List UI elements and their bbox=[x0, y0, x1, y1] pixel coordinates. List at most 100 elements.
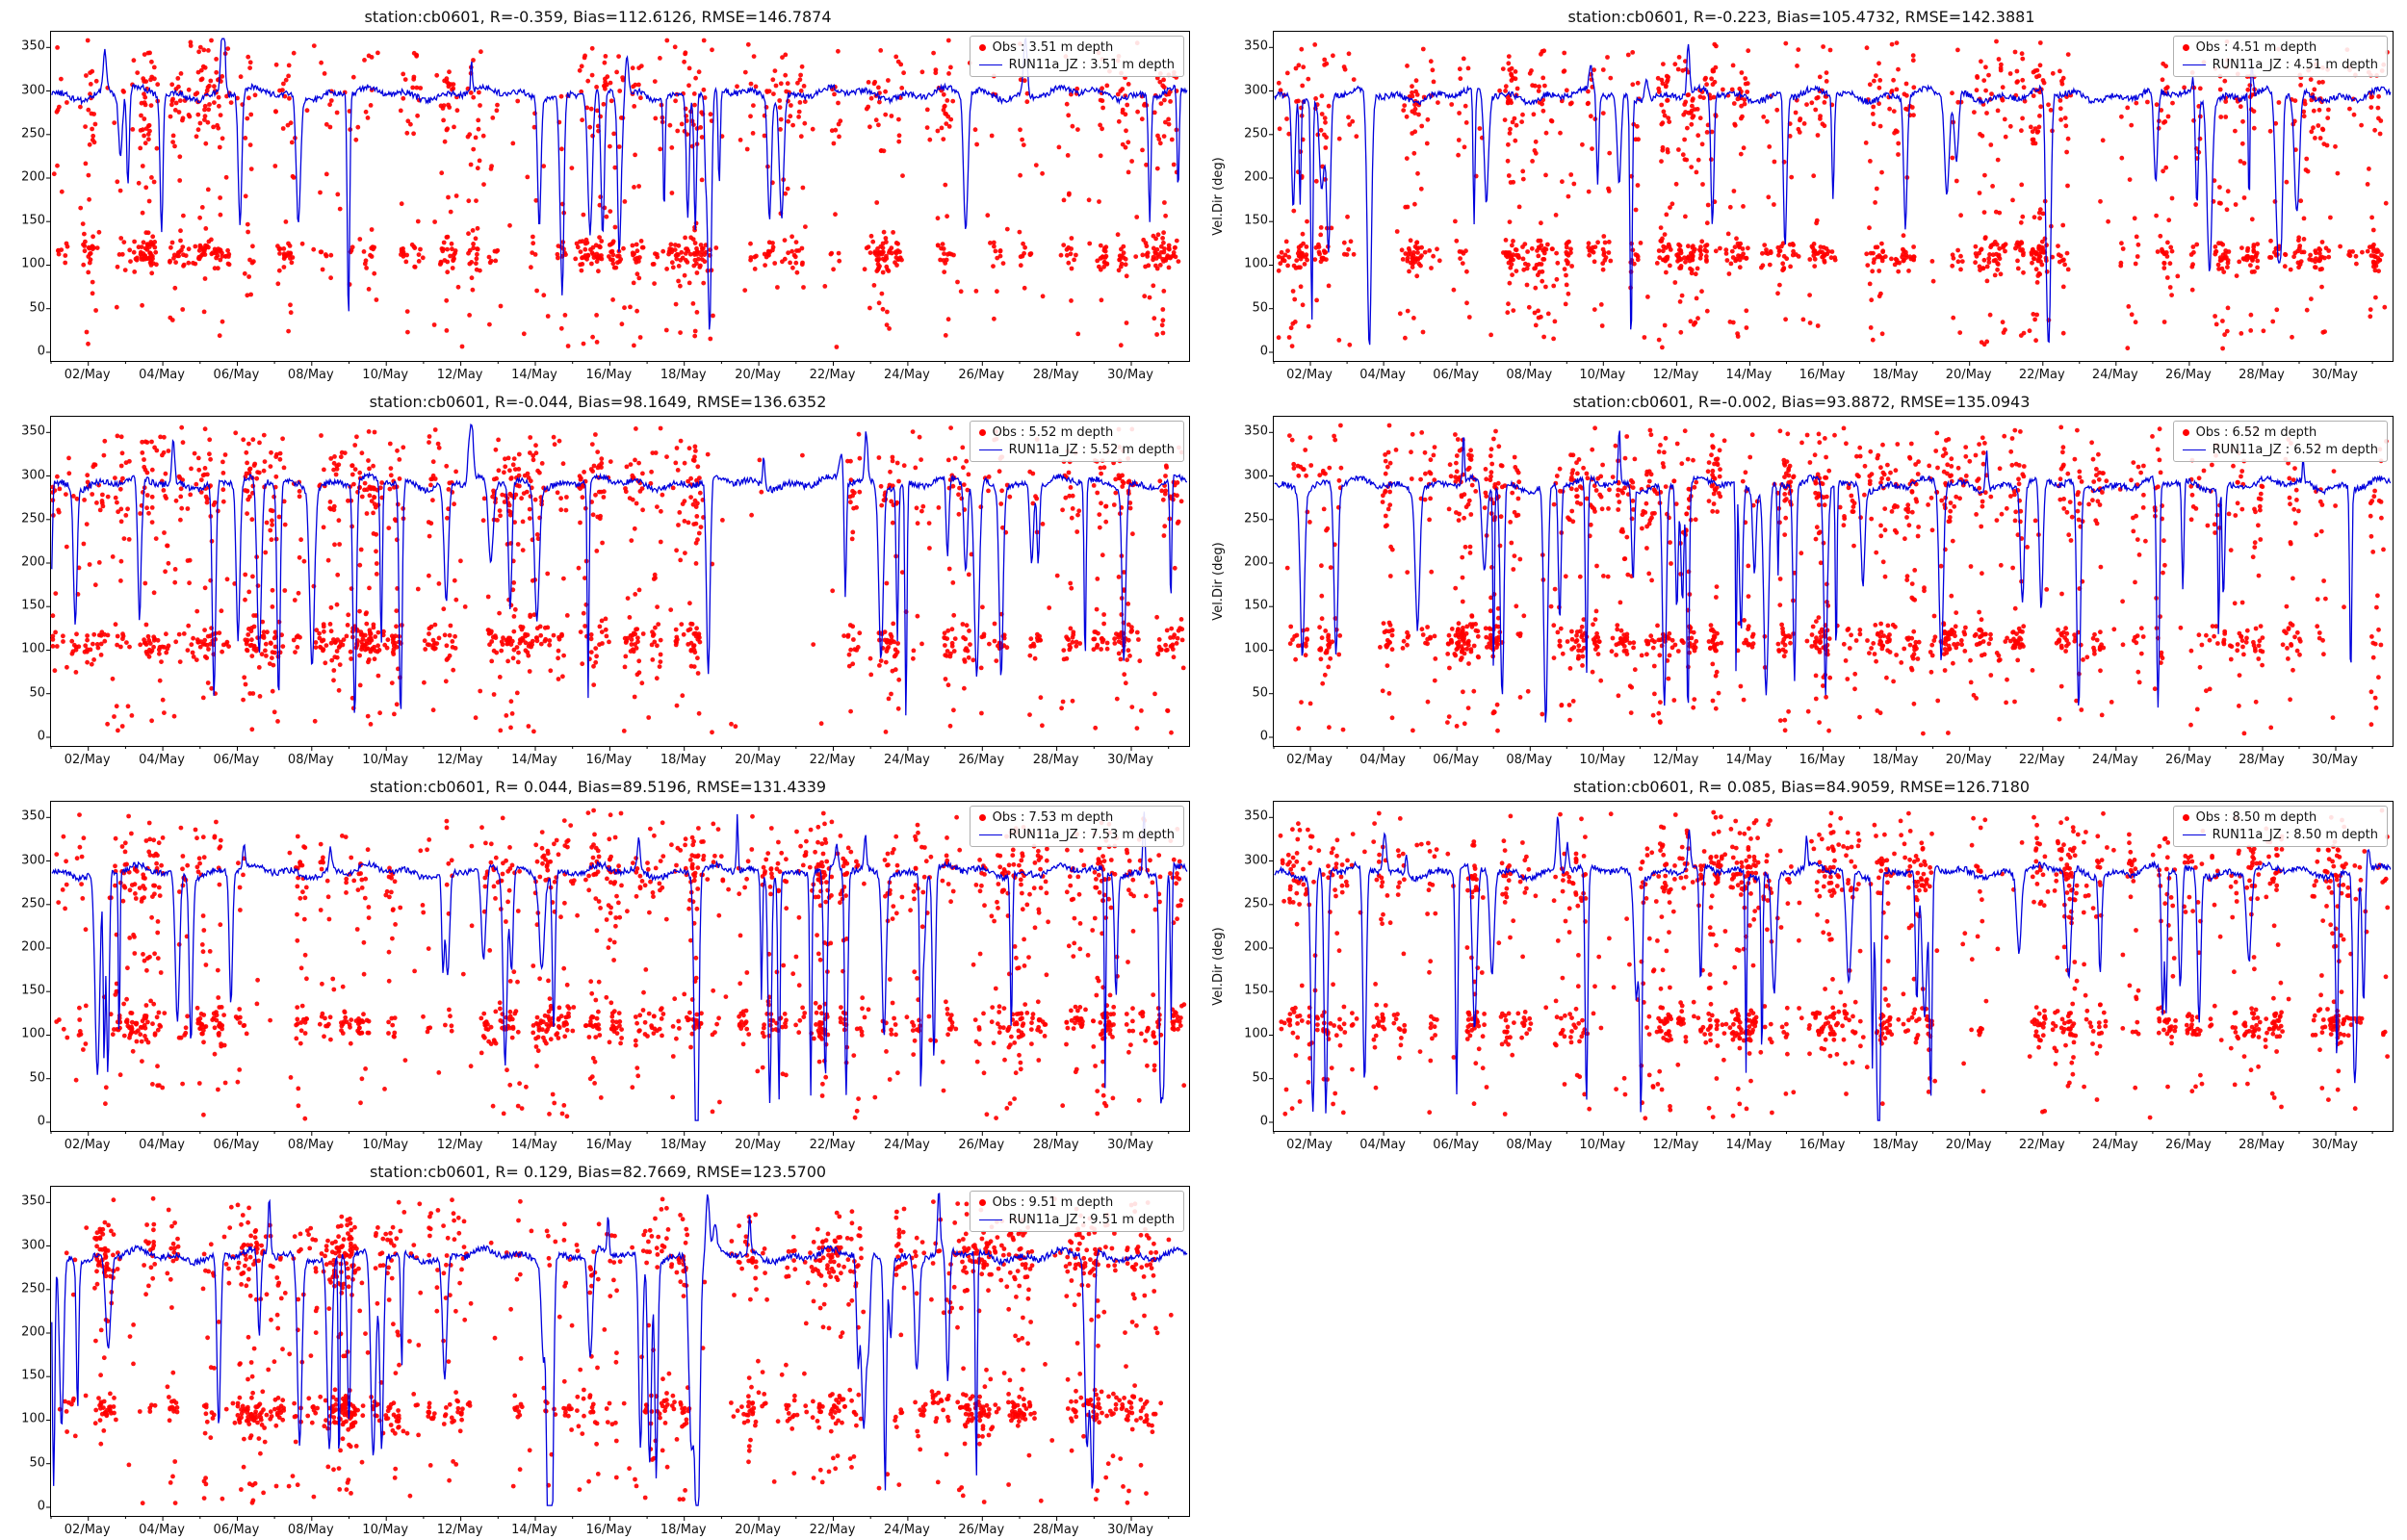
legend-item-obs: Obs : 5.52 m depth bbox=[978, 425, 1175, 440]
y-tick-label: 0 bbox=[37, 1499, 45, 1514]
legend: Obs : 8.50 m depth RUN11a_JZ : 8.50 m de… bbox=[2172, 806, 2388, 847]
x-tick-label: 02/May bbox=[64, 368, 111, 382]
legend: Obs : 5.52 m depth RUN11a_JZ : 5.52 m de… bbox=[969, 421, 1184, 462]
x-tick-label: 14/May bbox=[511, 1523, 557, 1537]
y-tick-label: 0 bbox=[1259, 729, 1268, 744]
x-tick-label: 28/May bbox=[2239, 368, 2285, 382]
y-tick-label: 350 bbox=[21, 1194, 45, 1209]
legend-label-obs: Obs : 4.51 m depth bbox=[2195, 40, 2317, 55]
x-tick-label: 08/May bbox=[287, 1138, 334, 1152]
x-tick-label: 10/May bbox=[362, 1523, 409, 1537]
x-tick-label: 14/May bbox=[1725, 753, 1773, 767]
subplot-title: station:cb0601, R= 0.129, Bias=82.7669, … bbox=[369, 1163, 827, 1181]
subplot: station:cb0601, R=-0.359, Bias=112.6126,… bbox=[0, 0, 1204, 385]
legend-label-model: RUN11a_JZ : 6.52 m depth bbox=[2212, 443, 2378, 457]
x-tick-label: 24/May bbox=[883, 1138, 930, 1152]
x-tick-label: 08/May bbox=[287, 1523, 334, 1537]
legend-item-obs: Obs : 8.50 m depth bbox=[2182, 810, 2378, 825]
plot-canvas bbox=[1269, 808, 2392, 1136]
legend-label-model: RUN11a_JZ : 8.50 m depth bbox=[2212, 828, 2378, 842]
y-tick-label: 350 bbox=[1244, 808, 1268, 824]
x-tick-label: 16/May bbox=[1799, 368, 1846, 382]
x-tick-label: 26/May bbox=[958, 1523, 1005, 1537]
y-tick-label: 100 bbox=[1244, 1026, 1268, 1041]
plot-area: Obs : 8.50 m depth RUN11a_JZ : 8.50 m de… bbox=[1269, 801, 2394, 1136]
y-tick-label: 200 bbox=[21, 554, 45, 570]
y-tick-label: 100 bbox=[1244, 256, 1268, 271]
x-tick-label: 20/May bbox=[735, 753, 782, 767]
y-axis-label: Vel.Dir (deg) bbox=[1211, 157, 1226, 236]
obs-dot-icon bbox=[978, 814, 986, 821]
y-tick-label: 200 bbox=[21, 1324, 45, 1340]
x-tick-label: 02/May bbox=[64, 753, 111, 767]
model-line-icon bbox=[2182, 64, 2206, 65]
x-tick-label: 18/May bbox=[1872, 368, 1919, 382]
y-tick-label: 150 bbox=[21, 213, 45, 228]
plot-area: Obs : 4.51 m depth RUN11a_JZ : 4.51 m de… bbox=[1269, 31, 2394, 366]
x-tick-label: 12/May bbox=[1652, 368, 1699, 382]
plot-canvas bbox=[46, 808, 1188, 1136]
obs-dot-icon bbox=[2182, 429, 2189, 436]
y-axis: 0 50 100 150 200 250 300 350 bbox=[6, 416, 50, 747]
x-tick-label: 28/May bbox=[2239, 1138, 2285, 1152]
legend-label-obs: Obs : 7.53 m depth bbox=[992, 810, 1114, 825]
y-axis: 0 50 100 150 200 250 300 350 bbox=[6, 801, 50, 1132]
x-tick-label: 20/May bbox=[1945, 368, 1992, 382]
x-tick-label: 30/May bbox=[1107, 753, 1153, 767]
y-tick-label: 300 bbox=[21, 83, 45, 98]
obs-dot-icon bbox=[978, 1199, 986, 1206]
x-tick-label: 22/May bbox=[809, 368, 856, 382]
y-tick-label: 150 bbox=[21, 983, 45, 998]
model-line-icon bbox=[978, 1219, 1002, 1220]
y-tick-label: 350 bbox=[21, 424, 45, 439]
x-tick-label: 04/May bbox=[139, 368, 185, 382]
y-tick-label: 50 bbox=[1252, 685, 1268, 701]
x-axis-ticks: 02/May 04/May 06/May 08/May 10/May 12/May 14/M… bbox=[50, 747, 1190, 770]
legend-item-model: RUN11a_JZ : 8.50 m depth bbox=[2182, 828, 2378, 842]
x-axis-ticks: 02/May 04/May 06/May 08/May 10/May 12/May 14/M… bbox=[50, 1132, 1190, 1155]
x-tick-label: 16/May bbox=[1799, 753, 1846, 767]
x-tick-label: 20/May bbox=[735, 1523, 782, 1537]
x-tick-label: 22/May bbox=[809, 1138, 856, 1152]
legend-label-model: RUN11a_JZ : 5.52 m depth bbox=[1008, 443, 1175, 457]
x-tick-label: 06/May bbox=[213, 753, 260, 767]
x-axis-ticks: 02/May 04/May 06/May 08/May 10/May 12/May 14/M… bbox=[50, 362, 1190, 385]
x-tick-label: 18/May bbox=[1872, 1138, 1919, 1152]
y-tick-label: 50 bbox=[1252, 300, 1268, 316]
legend-item-model: RUN11a_JZ : 7.53 m depth bbox=[978, 828, 1175, 842]
x-tick-label: 04/May bbox=[1359, 368, 1406, 382]
x-tick-label: 10/May bbox=[362, 753, 409, 767]
x-tick-label: 06/May bbox=[1433, 368, 1480, 382]
x-axis-ticks: 02/May 04/May 06/May 08/May 10/May 12/May 14/M… bbox=[50, 1517, 1190, 1540]
x-tick-label: 12/May bbox=[436, 1523, 483, 1537]
legend-item-obs: Obs : 4.51 m depth bbox=[2182, 40, 2378, 55]
y-tick-label: 300 bbox=[21, 1238, 45, 1253]
x-axis-ticks: 02/May 04/May 06/May 08/May 10/May 12/May 14/M… bbox=[1273, 362, 2394, 385]
subplot: station:cb0601, R= 0.044, Bias=89.5196, … bbox=[0, 770, 1204, 1155]
y-tick-label: 50 bbox=[29, 1070, 45, 1086]
x-tick-label: 16/May bbox=[585, 368, 633, 382]
x-tick-label: 14/May bbox=[1725, 368, 1773, 382]
y-tick-label: 200 bbox=[21, 939, 45, 955]
x-tick-label: 18/May bbox=[660, 1138, 707, 1152]
x-tick-label: 12/May bbox=[1652, 1138, 1699, 1152]
y-axis-label: Vel.Dir (deg) bbox=[1211, 927, 1226, 1006]
legend-item-obs: Obs : 9.51 m depth bbox=[978, 1195, 1175, 1210]
subplot: station:cb0601, R=-0.223, Bias=105.4732,… bbox=[1204, 0, 2407, 385]
y-tick-label: 50 bbox=[29, 685, 45, 701]
y-tick-label: 250 bbox=[21, 126, 45, 141]
x-tick-label: 30/May bbox=[1107, 1523, 1153, 1537]
y-axis: 0 50 100 150 200 250 300 350 bbox=[6, 31, 50, 362]
x-tick-label: 22/May bbox=[2018, 368, 2065, 382]
plot-canvas bbox=[46, 1193, 1188, 1521]
subplot: station:cb0601, R= 0.129, Bias=82.7669, … bbox=[0, 1155, 1204, 1540]
legend-label-obs: Obs : 6.52 m depth bbox=[2195, 425, 2317, 440]
model-line-icon bbox=[2182, 449, 2206, 450]
x-tick-label: 08/May bbox=[287, 368, 334, 382]
x-tick-label: 04/May bbox=[139, 753, 185, 767]
x-tick-label: 10/May bbox=[1579, 1138, 1626, 1152]
y-tick-label: 100 bbox=[21, 641, 45, 656]
x-tick-label: 24/May bbox=[2091, 753, 2138, 767]
x-tick-label: 06/May bbox=[213, 1138, 260, 1152]
model-line-icon bbox=[2182, 834, 2206, 835]
